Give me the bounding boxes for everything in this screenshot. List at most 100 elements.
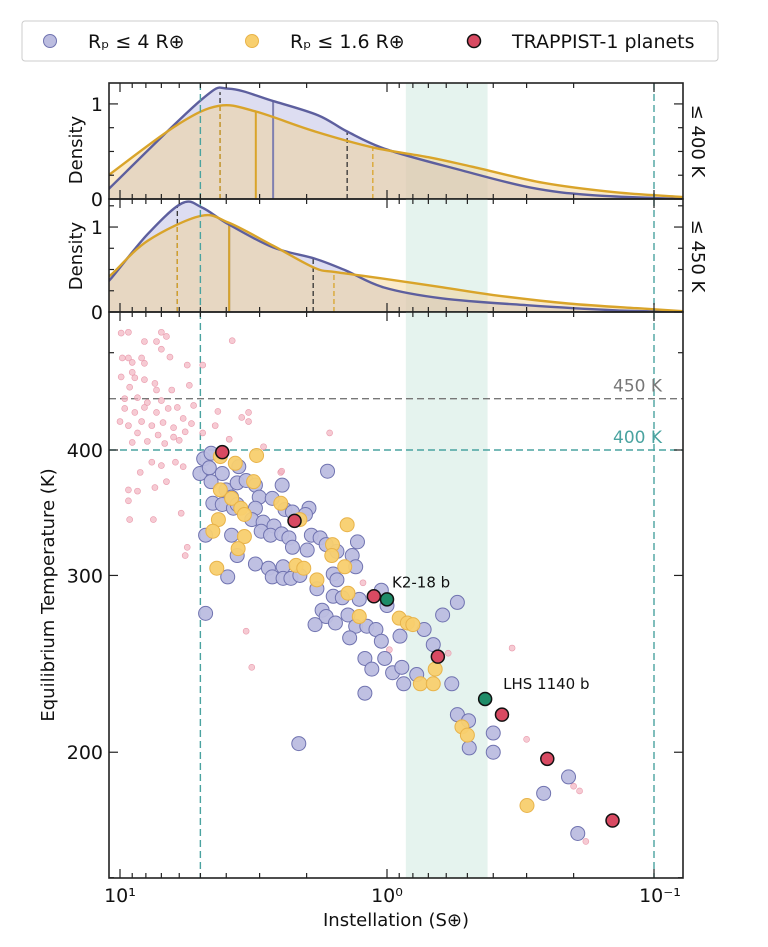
point-rp4 [485,725,501,741]
background-point [131,374,139,382]
density-curves [109,83,683,199]
point-rp4 [536,785,552,801]
point-rp4 [373,633,389,649]
background-point [131,409,139,416]
point-rp4 [307,617,323,633]
annotation-label: LHS 1140 b [503,675,589,693]
annotation-label: K2-18 b [392,573,450,591]
point-rp16 [227,455,243,471]
side-label-400k: ≤ 400 K [687,105,708,179]
density-ylabel-top: Density [66,115,87,184]
point-trappist [494,707,510,722]
background-point [121,395,129,402]
background-point [141,376,148,383]
density-curve-rp4 [109,200,683,312]
point-rp4 [392,628,408,644]
background-point [158,328,165,336]
background-point [228,337,236,344]
point-trappist [287,513,302,529]
point-trappist [366,589,382,604]
background-point [260,443,267,451]
background-point [134,487,141,495]
panel-background [405,83,488,199]
panel-background [405,312,488,878]
point-rp4 [220,569,236,585]
scatter-ylabel: Equilibrium Temperature (K) [38,468,59,721]
point-rp4 [394,659,410,675]
background-point [153,338,160,345]
background-point [150,516,157,523]
y-tick-label: 0 [91,302,103,324]
point-rp4 [396,676,412,692]
point-lhs-1140-b [477,691,493,707]
background-point [170,424,177,431]
background-point [225,435,233,443]
background-point [242,627,250,635]
background-point [119,354,126,362]
background-point [163,478,170,485]
legend-marker-trappist [466,33,482,49]
point-rp16 [209,560,225,576]
point-rp4 [291,736,307,752]
background-point [326,429,333,437]
background-point [158,397,165,404]
y-tick-label: 400 [67,440,103,462]
background-point [117,373,125,381]
background-point [175,436,183,444]
point-rp4 [449,594,465,610]
background-point [151,380,159,387]
background-point [248,664,256,671]
point-rp4 [561,769,577,785]
legend-label-rp4: Rₚ ≤ 4 R⊕ [88,31,185,53]
background-point [117,329,125,337]
point-rp16 [425,676,441,692]
density-fill-rp4 [109,87,683,199]
point-rp16 [339,517,355,533]
point-rp16 [230,541,246,557]
background-point [151,484,159,491]
point-rp4 [201,460,217,476]
background-point [126,516,133,523]
legend-label-rp16: Rₚ ≤ 1.6 R⊕ [290,31,405,53]
background-point [141,338,148,345]
point-rp4 [224,527,240,543]
background-point [168,386,176,394]
point-rp4 [364,661,380,677]
point-rp16 [427,661,443,677]
background-point [134,394,141,401]
background-point [128,359,136,366]
density-curves [109,199,683,312]
background-point [183,361,191,369]
reference-hline-label: 450 K [613,377,663,397]
point-rp4 [377,650,393,666]
point-rp4 [274,477,290,493]
density-curve-rp16 [109,103,683,199]
density-panel-450k: 01 [91,198,684,324]
habitable-zone-band [405,312,488,878]
background-point [161,440,169,447]
point-rp4 [329,572,345,588]
scatter-xlabel: Instellation (S⊕) [323,910,469,931]
background-point [144,399,151,406]
background-point [163,333,170,340]
background-point [125,486,132,494]
background-point [523,736,530,743]
background-point [128,369,136,376]
background-point [116,418,124,425]
legend-marker-rp16 [245,34,259,48]
point-rp16 [309,572,325,588]
point-rp4 [198,605,214,621]
background-point [136,469,144,476]
background-point [134,429,141,437]
density-curve-rp16 [109,213,683,312]
background-point [238,414,246,421]
background-point [126,383,133,391]
y-tick-label: 0 [91,189,103,211]
background-point [179,463,187,470]
background-point [158,462,165,469]
background-point [214,408,222,415]
point-rp16 [224,490,240,506]
point-rp16 [412,676,428,692]
point-rp16 [249,447,265,463]
background-point [186,381,193,389]
